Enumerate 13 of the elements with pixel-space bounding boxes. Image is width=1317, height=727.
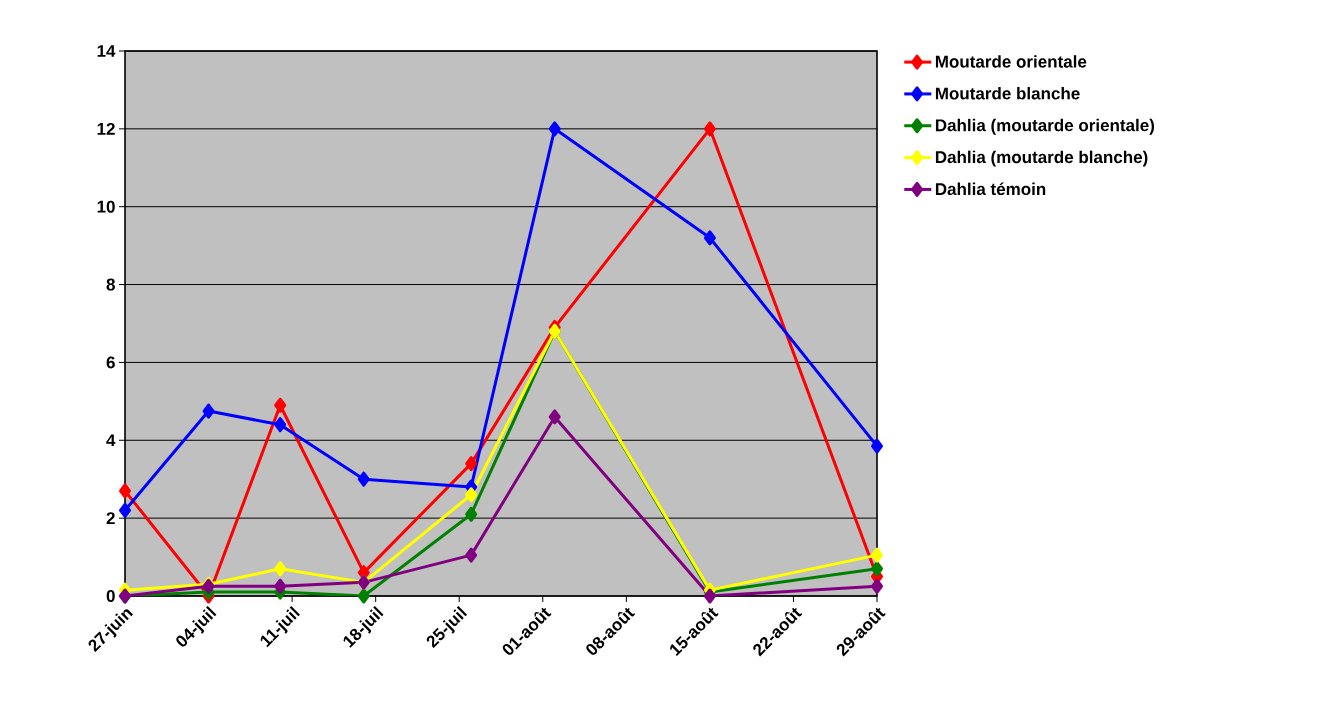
legend-label: Dahlia (moutarde blanche) [935, 150, 1148, 167]
y-tick-label: 4 [106, 434, 116, 447]
legend-label: Dahlia (moutarde orientale) [935, 118, 1155, 135]
y-tick-label: 8 [106, 278, 115, 291]
legend-label: Moutarde blanche [935, 87, 1080, 100]
y-tick-label: 10 [97, 200, 115, 213]
y-tick-label: 0 [106, 589, 115, 603]
legend-label: Dahlia témoin [935, 182, 1046, 196]
y-tick-label: 12 [97, 122, 115, 135]
y-tick-label: 2 [106, 512, 115, 525]
legend-label: Moutarde orientale [935, 55, 1087, 68]
y-tick-label: 14 [97, 45, 116, 57]
y-tick-label: 6 [106, 356, 115, 369]
